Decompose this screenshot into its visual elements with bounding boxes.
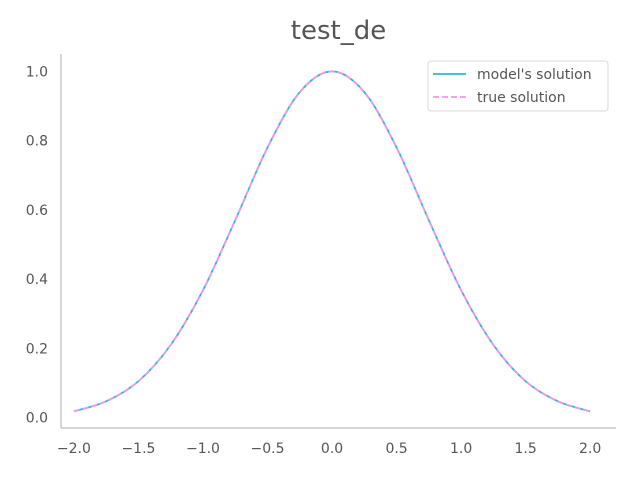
legend-label: model's solution bbox=[477, 67, 592, 83]
legend-box bbox=[427, 60, 609, 112]
x-tick-label: −2.0 bbox=[57, 441, 91, 457]
y-tick-label: 1.0 bbox=[26, 64, 48, 80]
legend-label: true solution bbox=[477, 90, 566, 106]
series-line-model-solution bbox=[73, 70, 591, 413]
y-tick-label: 0.4 bbox=[26, 272, 48, 288]
x-tick-label: 1.0 bbox=[450, 441, 472, 457]
chart-title: test_de bbox=[290, 16, 387, 46]
x-tick-label: 0.0 bbox=[321, 441, 343, 457]
y-tick-label: 0.6 bbox=[26, 203, 48, 219]
x-tick-label: 2.0 bbox=[579, 441, 601, 457]
x-tick-label: −0.5 bbox=[251, 441, 285, 457]
y-tick-label: 0.8 bbox=[26, 134, 48, 150]
x-tick-label: −1.5 bbox=[121, 441, 155, 457]
y-tick-label: 0.2 bbox=[26, 341, 48, 357]
x-tick-label: −1.0 bbox=[186, 441, 220, 457]
x-tick-label: 0.5 bbox=[385, 441, 407, 457]
y-tick-label: 0.0 bbox=[26, 411, 48, 427]
series-line-true-solution bbox=[73, 70, 591, 413]
x-tick-label: 1.5 bbox=[515, 441, 537, 457]
